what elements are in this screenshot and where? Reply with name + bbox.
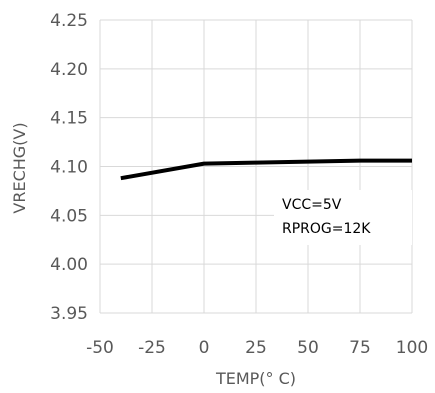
annotation-box	[274, 190, 412, 245]
y-tick-label: 3.95	[50, 304, 88, 324]
y-tick-label: 4.25	[50, 11, 88, 31]
annotation-rprog: RPROG=12K	[282, 221, 371, 237]
annotation-vcc: VCC=5V	[282, 197, 342, 213]
y-tick-label: 4.15	[50, 109, 88, 129]
x-tick-label: 100	[396, 338, 428, 358]
x-tick-label: 0	[199, 338, 210, 358]
y-tick-labels: 4.25 4.20 4.15 4.10 4.05 4.00 3.95	[50, 11, 88, 324]
x-tick-labels: -50 -25 0 25 50 75 100	[86, 338, 428, 358]
x-tick-label: -50	[86, 338, 114, 358]
x-axis-title: TEMP(° C)	[215, 369, 296, 388]
y-tick-label: 4.10	[50, 158, 88, 178]
y-tick-label: 4.00	[50, 255, 88, 275]
series-line	[120, 158, 412, 181]
y-tick-label: 4.20	[50, 60, 88, 80]
x-tick-label: 25	[245, 338, 267, 358]
series-layer	[120, 158, 413, 181]
y-tick-label: 4.05	[50, 206, 88, 226]
x-tick-label: -25	[138, 338, 166, 358]
y-axis-title: VRECHG(V)	[10, 122, 29, 213]
x-tick-label: 50	[297, 338, 319, 358]
x-tick-label: 75	[349, 338, 371, 358]
gridlines	[99, 19, 413, 314]
